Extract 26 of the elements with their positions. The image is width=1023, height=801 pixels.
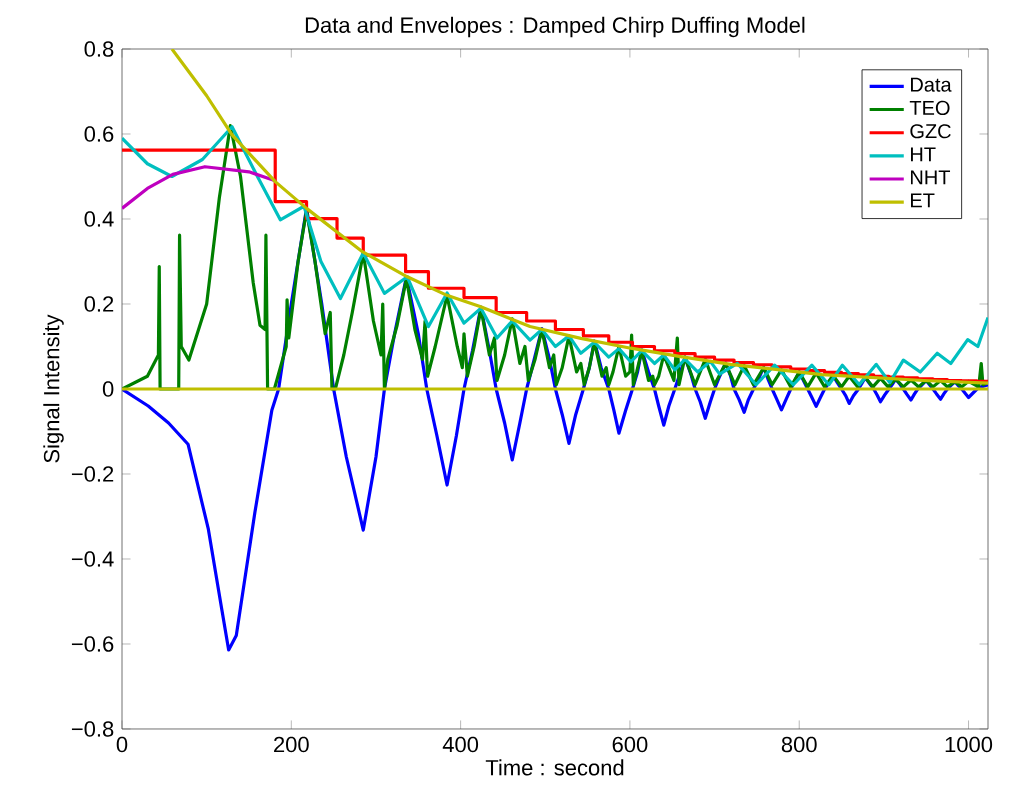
legend-label: ET [911, 193, 935, 208]
line-series [170, 49, 989, 385]
y-tick-label: 0.8 [84, 41, 114, 57]
legend-label: TEO [909, 100, 950, 116]
x-tick-label: 400 [442, 736, 479, 753]
y-tick-label: −0.2 [71, 466, 114, 482]
y-tick-label: 0.4 [84, 211, 114, 227]
line-series [122, 165, 277, 210]
x-tick-label: 0 [116, 736, 128, 753]
x-tick-label: 800 [781, 736, 817, 753]
x-tick-label: 1000 [945, 736, 993, 753]
legend-label: HT [911, 147, 936, 162]
chart-title: Data and Envelopes : Damped Chirp Duffing Model [305, 16, 805, 38]
x-tick-label: 200 [274, 736, 309, 753]
y-axis-title: Signal Intensity [43, 314, 64, 463]
x-axis-title: Time : second [485, 759, 624, 776]
y-tick-label: 0.6 [84, 126, 114, 142]
x-tick-label: 600 [612, 736, 648, 753]
y-tick-label: −0.4 [71, 551, 114, 567]
y-tick-label: −0.8 [71, 721, 114, 737]
y-tick-label: 0.2 [84, 296, 114, 312]
legend-label: NHT [911, 170, 951, 185]
legend-label: GZC [910, 124, 951, 139]
y-tick-label: −0.6 [71, 636, 114, 652]
legend-label: Data [911, 77, 952, 92]
y-tick-label: 0 [102, 381, 114, 397]
